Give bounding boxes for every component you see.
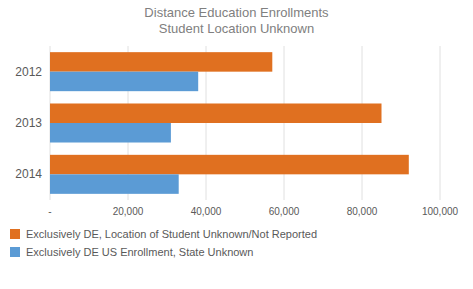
bar bbox=[50, 174, 179, 194]
x-tick-label: - bbox=[48, 206, 51, 217]
bar bbox=[50, 72, 198, 92]
bar bbox=[50, 155, 409, 175]
y-axis: 2012 2013 2014 bbox=[15, 65, 42, 182]
x-tick-label: 80,000 bbox=[347, 206, 378, 217]
title-line: Student Location Unknown bbox=[159, 21, 314, 36]
bar bbox=[50, 52, 272, 72]
title-line: Distance Education Enrollments bbox=[144, 5, 329, 20]
title: Distance Education EnrollmentsStudent Lo… bbox=[144, 5, 329, 36]
x-tick-label: 100,000 bbox=[422, 206, 459, 217]
x-axis: - 20,000 40,000 60,000 80,000 100,000 bbox=[48, 206, 458, 217]
x-tick-label: 20,000 bbox=[113, 206, 144, 217]
legend-label: Exclusively DE US Enrollment, State Unkn… bbox=[26, 246, 253, 258]
legend-swatch bbox=[10, 229, 20, 239]
legend: Exclusively DE, Location of Student Unkn… bbox=[10, 228, 317, 258]
y-tick-label: 2012 bbox=[15, 65, 42, 79]
x-tick-label: 60,000 bbox=[269, 206, 300, 217]
grid-line bbox=[440, 46, 441, 200]
grid bbox=[50, 46, 440, 200]
y-tick-label: 2013 bbox=[15, 116, 42, 130]
legend-swatch bbox=[10, 247, 20, 257]
bar bbox=[50, 123, 171, 143]
bars bbox=[50, 52, 409, 194]
chart: Distance Education EnrollmentsStudent Lo… bbox=[0, 0, 473, 289]
bar bbox=[50, 103, 382, 123]
legend-label: Exclusively DE, Location of Student Unkn… bbox=[26, 228, 317, 240]
y-tick-label: 2014 bbox=[15, 167, 42, 181]
x-tick-label: 40,000 bbox=[191, 206, 222, 217]
